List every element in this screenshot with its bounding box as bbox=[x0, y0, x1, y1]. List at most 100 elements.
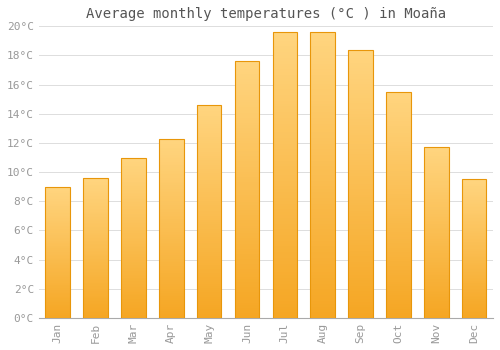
Bar bbox=[310, 78, 335, 81]
Bar bbox=[197, 156, 222, 158]
Bar bbox=[310, 66, 335, 69]
Bar bbox=[310, 272, 335, 275]
Bar bbox=[159, 139, 184, 140]
Bar bbox=[462, 265, 486, 267]
Bar bbox=[386, 264, 410, 266]
Bar bbox=[462, 180, 486, 318]
Bar bbox=[84, 230, 108, 231]
Bar bbox=[310, 109, 335, 112]
Bar bbox=[462, 231, 486, 232]
Bar bbox=[310, 307, 335, 309]
Bar bbox=[386, 99, 410, 101]
Bar bbox=[348, 154, 373, 157]
Bar bbox=[84, 210, 108, 211]
Bar bbox=[462, 307, 486, 308]
Bar bbox=[197, 148, 222, 150]
Bar bbox=[46, 250, 70, 251]
Bar bbox=[84, 186, 108, 188]
Bar bbox=[234, 195, 260, 197]
Bar bbox=[46, 314, 70, 315]
Bar bbox=[234, 156, 260, 159]
Bar bbox=[424, 226, 448, 228]
Bar bbox=[197, 273, 222, 275]
Bar bbox=[197, 175, 222, 177]
Bar bbox=[462, 281, 486, 282]
Bar bbox=[84, 283, 108, 284]
Bar bbox=[462, 225, 486, 226]
Bar bbox=[84, 290, 108, 291]
Bar bbox=[462, 246, 486, 247]
Bar bbox=[386, 153, 410, 155]
Bar bbox=[424, 268, 448, 270]
Bar bbox=[84, 300, 108, 301]
Bar bbox=[348, 189, 373, 192]
Bar bbox=[386, 221, 410, 223]
Bar bbox=[197, 177, 222, 180]
Bar bbox=[159, 257, 184, 259]
Bar bbox=[386, 133, 410, 135]
Bar bbox=[310, 86, 335, 89]
Bar bbox=[310, 141, 335, 144]
Bar bbox=[386, 105, 410, 108]
Bar bbox=[462, 224, 486, 225]
Bar bbox=[84, 251, 108, 252]
Bar bbox=[348, 235, 373, 237]
Bar bbox=[234, 144, 260, 146]
Bar bbox=[348, 184, 373, 187]
Bar bbox=[462, 202, 486, 203]
Bar bbox=[159, 236, 184, 237]
Bar bbox=[84, 287, 108, 288]
Bar bbox=[197, 171, 222, 173]
Bar bbox=[348, 111, 373, 114]
Bar bbox=[272, 35, 297, 38]
Bar bbox=[424, 205, 448, 207]
Bar bbox=[424, 180, 448, 181]
Bar bbox=[234, 298, 260, 300]
Bar bbox=[272, 201, 297, 204]
Bar bbox=[121, 286, 146, 287]
Bar bbox=[386, 171, 410, 173]
Bar bbox=[159, 146, 184, 148]
Bar bbox=[310, 255, 335, 258]
Bar bbox=[121, 172, 146, 174]
Bar bbox=[272, 132, 297, 135]
Bar bbox=[159, 199, 184, 201]
Bar bbox=[386, 135, 410, 137]
Bar bbox=[348, 106, 373, 108]
Bar bbox=[272, 249, 297, 252]
Bar bbox=[272, 295, 297, 298]
Bar bbox=[424, 301, 448, 303]
Bar bbox=[46, 263, 70, 264]
Bar bbox=[386, 176, 410, 178]
Bar bbox=[84, 260, 108, 262]
Bar bbox=[84, 258, 108, 259]
Bar bbox=[272, 315, 297, 318]
Bar bbox=[462, 294, 486, 296]
Bar bbox=[348, 50, 373, 318]
Bar bbox=[348, 119, 373, 122]
Bar bbox=[348, 165, 373, 168]
Bar bbox=[46, 272, 70, 273]
Bar bbox=[197, 299, 222, 301]
Bar bbox=[424, 236, 448, 238]
Bar bbox=[84, 199, 108, 200]
Bar bbox=[348, 152, 373, 154]
Bar bbox=[159, 295, 184, 296]
Bar bbox=[386, 243, 410, 246]
Bar bbox=[84, 196, 108, 197]
Bar bbox=[272, 169, 297, 172]
Bar bbox=[46, 246, 70, 247]
Bar bbox=[159, 286, 184, 287]
Bar bbox=[272, 298, 297, 301]
Bar bbox=[386, 309, 410, 311]
Bar bbox=[348, 243, 373, 245]
Bar bbox=[234, 123, 260, 125]
Bar bbox=[159, 309, 184, 311]
Bar bbox=[234, 87, 260, 90]
Bar bbox=[386, 94, 410, 96]
Bar bbox=[234, 159, 260, 161]
Bar bbox=[310, 312, 335, 315]
Bar bbox=[348, 291, 373, 294]
Bar bbox=[46, 261, 70, 263]
Bar bbox=[121, 158, 146, 318]
